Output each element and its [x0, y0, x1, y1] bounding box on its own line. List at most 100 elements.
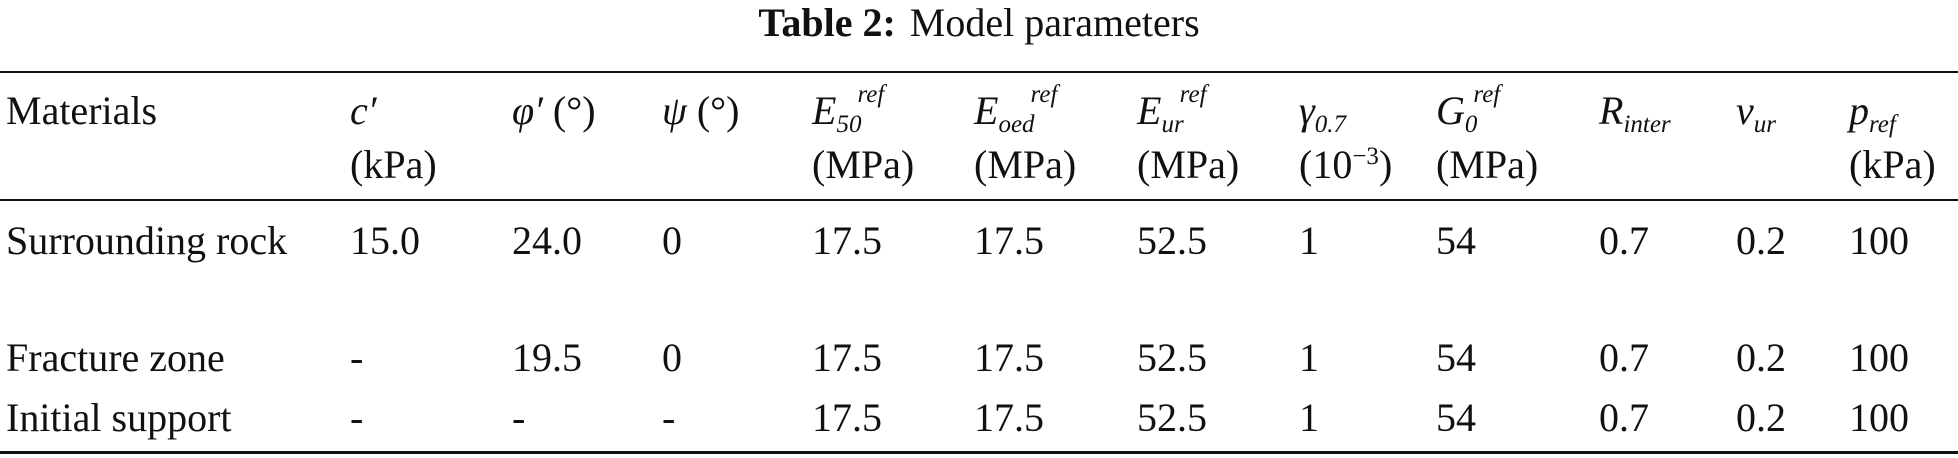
header-text: Materials: [6, 88, 158, 133]
header-line: νur: [1736, 84, 1776, 138]
mid-rule: [0, 199, 1958, 201]
header-unit: (kPa): [350, 142, 437, 187]
header-cell: Eur ref (MPa): [1137, 81, 1240, 192]
subscript-text: oed: [998, 111, 1035, 138]
header-symbol: E: [812, 88, 837, 133]
table-cell: 0.7: [1599, 335, 1649, 380]
header-superscript: ref: [1180, 81, 1207, 108]
header-unit: (MPa): [1137, 142, 1240, 187]
top-rule: [0, 71, 1958, 73]
table-cell: 0: [662, 335, 682, 380]
header-line: γ0.7: [1299, 84, 1392, 138]
table-cell: 54: [1436, 218, 1476, 263]
header-line: E50 ref: [812, 81, 914, 138]
header-cell: ψ (°): [662, 84, 739, 138]
table-cell: 52.5: [1137, 335, 1207, 380]
header-line: Rinter: [1599, 84, 1671, 138]
header-symbol: γ: [1299, 88, 1315, 133]
row-label: Surrounding rock: [6, 218, 288, 263]
table-cell: 0.7: [1599, 218, 1649, 263]
header-subscript: inter: [1623, 111, 1670, 138]
table-cell: 54: [1436, 335, 1476, 380]
subscript-text: 50: [836, 111, 862, 138]
header-superscript: ref: [1031, 81, 1058, 108]
header-cell: G0 ref (MPa): [1436, 81, 1538, 192]
table-cell: 54: [1436, 395, 1476, 440]
table-cell: 17.5: [812, 335, 882, 380]
table-cell: 52.5: [1137, 395, 1207, 440]
header-symbol: G: [1436, 88, 1465, 133]
title-text: Model parameters: [909, 0, 1200, 45]
table-cell: 0.2: [1736, 218, 1786, 263]
header-superscript: ref: [1473, 81, 1500, 108]
header-line: (10−3): [1299, 138, 1392, 192]
header-line: Materials: [6, 84, 157, 138]
subscript-text: ref: [1869, 111, 1896, 138]
header-superscript: ref: [857, 81, 884, 108]
header-subscript: ur: [1161, 111, 1183, 138]
header-cell: c′ (kPa): [350, 84, 437, 192]
header-cell: pref (kPa): [1849, 84, 1936, 192]
header-line: (kPa): [350, 138, 437, 192]
superscript-text: ref: [1473, 81, 1501, 108]
header-cell: φ′ (°): [512, 84, 596, 138]
header-subscript: ur: [1754, 111, 1776, 138]
header-line: Eur ref: [1137, 81, 1239, 138]
header-cell: Rinter: [1599, 84, 1671, 138]
header-line: G0 ref: [1436, 81, 1538, 138]
header-symbol: c′: [350, 88, 377, 133]
header-cell: γ0.7 (10−3): [1299, 84, 1392, 192]
table-cell: -: [512, 395, 526, 440]
header-symbol: p: [1849, 88, 1869, 133]
table-cell: -: [350, 335, 364, 380]
table-cell: 100: [1849, 335, 1909, 380]
header-symbol: ψ: [662, 88, 687, 133]
header-line: φ′ (°): [512, 84, 596, 138]
header-symbol: E: [974, 88, 999, 133]
header-symbol: R: [1599, 88, 1624, 133]
table-cell: 15.0: [350, 218, 420, 263]
table-cell: -: [662, 395, 676, 440]
header-cell: Materials: [6, 84, 157, 138]
header-line: ψ (°): [662, 84, 739, 138]
unit-superscript: −3: [1352, 143, 1379, 170]
header-line: (MPa): [974, 138, 1076, 192]
table-cell: 17.5: [974, 395, 1044, 440]
header-unit: (°): [552, 88, 596, 133]
table-cell: -: [350, 395, 364, 440]
subscript-text: ur: [1753, 111, 1776, 138]
row-label: Fracture zone: [6, 335, 225, 380]
table-cell: 17.5: [812, 395, 882, 440]
table-cell: 0.7: [1599, 395, 1649, 440]
header-cell: E50 ref (MPa): [812, 81, 914, 192]
header-unit: ): [1378, 142, 1393, 187]
table-cell: 0.2: [1736, 395, 1786, 440]
header-line: (MPa): [812, 138, 914, 192]
header-cell: Eoed ref (MPa): [974, 81, 1076, 192]
table-cell: 100: [1849, 395, 1909, 440]
superscript-text: ref: [1030, 81, 1058, 108]
header-symbol: E: [1137, 88, 1162, 133]
header-subscript: 50: [836, 111, 861, 138]
subscript-text: ur: [1161, 111, 1184, 138]
header-unit: (kPa): [1849, 142, 1936, 187]
table-cell: 100: [1849, 218, 1909, 263]
header-line: (kPa): [1849, 138, 1936, 192]
table-title: Table 2: Model parameters: [0, 0, 1958, 46]
header-line: c′: [350, 84, 437, 138]
header-cell: νur: [1736, 84, 1776, 138]
header-subscript: ref: [1869, 111, 1896, 138]
table-cell: 17.5: [974, 335, 1044, 380]
header-unit: (10: [1299, 142, 1353, 187]
header-line: (MPa): [1436, 138, 1538, 192]
header-unit: (MPa): [812, 142, 915, 187]
table-cell: 1: [1299, 218, 1319, 263]
table-cell: 0.2: [1736, 335, 1786, 380]
header-subscript: 0: [1465, 111, 1478, 138]
bottom-rule: [0, 451, 1958, 454]
header-unit: (°): [696, 88, 740, 133]
header-line: pref: [1849, 84, 1936, 138]
table-cell: 1: [1299, 395, 1319, 440]
table-cell: 0: [662, 218, 682, 263]
